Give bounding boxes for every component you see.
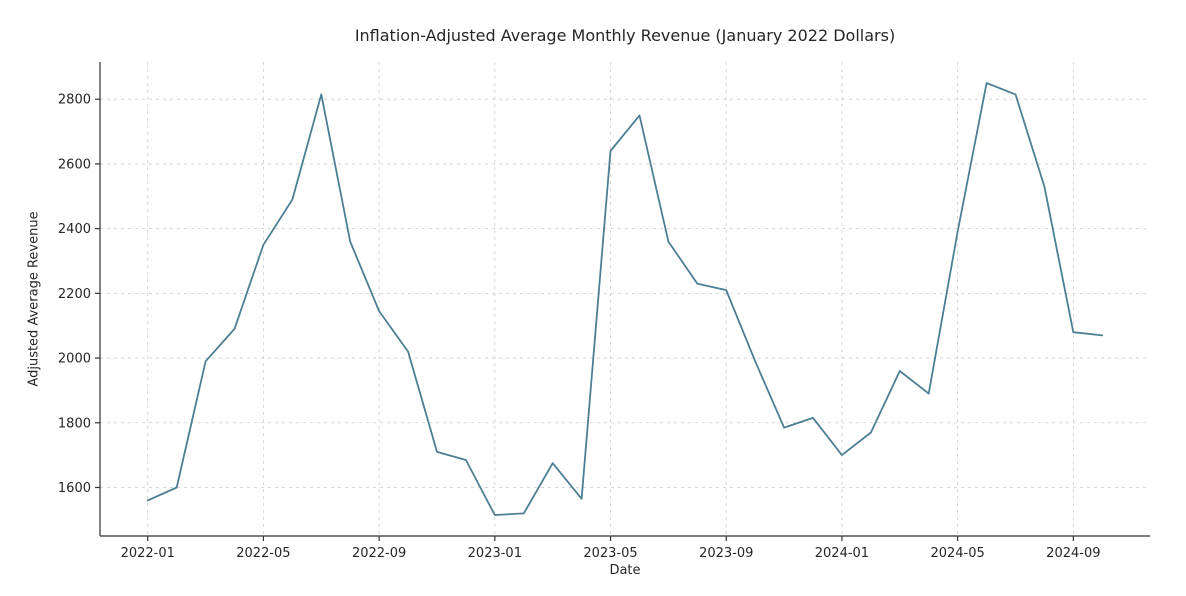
svg-text:2022-09: 2022-09 bbox=[352, 546, 406, 561]
svg-text:2022-05: 2022-05 bbox=[236, 546, 290, 561]
svg-text:2023-05: 2023-05 bbox=[583, 546, 637, 561]
svg-text:2022-01: 2022-01 bbox=[121, 546, 175, 561]
svg-text:2600: 2600 bbox=[58, 157, 91, 172]
svg-text:1600: 1600 bbox=[58, 481, 91, 496]
svg-text:2000: 2000 bbox=[58, 352, 91, 367]
svg-text:2024-05: 2024-05 bbox=[930, 546, 984, 561]
svg-text:2024-01: 2024-01 bbox=[815, 546, 869, 561]
svg-text:1800: 1800 bbox=[58, 416, 91, 431]
svg-text:2800: 2800 bbox=[58, 93, 91, 108]
svg-text:2200: 2200 bbox=[58, 287, 91, 302]
svg-text:2023-01: 2023-01 bbox=[468, 546, 522, 561]
svg-text:2400: 2400 bbox=[58, 222, 91, 237]
svg-text:2023-09: 2023-09 bbox=[699, 546, 753, 561]
x-axis-label: Date bbox=[609, 563, 641, 578]
y-axis-label: Adjusted Average Revenue bbox=[26, 211, 42, 387]
chart-title: Inflation-Adjusted Average Monthly Reven… bbox=[354, 26, 896, 45]
svg-text:2024-09: 2024-09 bbox=[1046, 546, 1100, 561]
